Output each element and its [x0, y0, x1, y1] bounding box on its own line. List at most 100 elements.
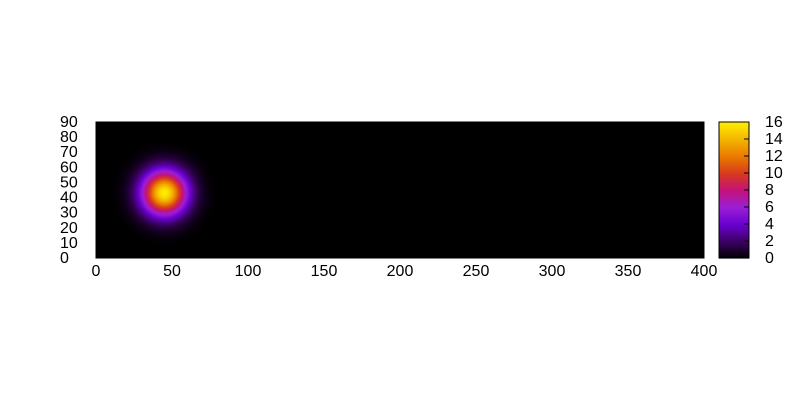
colorbar-slice [719, 158, 749, 160]
colorbar-slice [719, 189, 749, 191]
colorbar-slice [719, 149, 749, 151]
colorbar-slice [719, 123, 749, 125]
colorbar-slice [719, 242, 749, 244]
colorbar-slice [719, 208, 749, 210]
colorbar-slice [719, 237, 749, 239]
colorbar-slice [719, 245, 749, 247]
colorbar-slice [719, 187, 749, 189]
colorbar-slice [719, 213, 749, 215]
colorbar-slice [719, 138, 749, 140]
colorbar-slice [719, 185, 749, 187]
colorbar-slice [719, 153, 749, 155]
colorbar-slice [719, 201, 749, 203]
colorbar-slice [719, 177, 749, 179]
colorbar-slice [719, 146, 749, 148]
colorbar-slice [719, 169, 749, 171]
x-tick-label: 400 [691, 263, 718, 280]
colorbar-tick-label: 16 [765, 114, 783, 131]
colorbar-slice [719, 214, 749, 216]
colorbar-slice [719, 170, 749, 172]
colorbar-slice [719, 147, 749, 149]
colorbar-slice [719, 221, 749, 223]
colorbar-slice [719, 234, 749, 236]
colorbar-slice [719, 209, 749, 211]
colorbar-slice [719, 126, 749, 128]
colorbar-slice [719, 231, 749, 233]
colorbar-tick-label: 12 [765, 148, 783, 165]
colorbar-slice [719, 135, 749, 137]
x-axis: 0 50 100 150 200 250 300 350 400 [92, 122, 718, 280]
colorbar-slice [719, 226, 749, 228]
colorbar-slice [719, 207, 749, 209]
y-tick-label: 0 [60, 250, 69, 267]
colorbar-slice [719, 255, 749, 257]
y-tick-label: 70 [60, 144, 78, 161]
colorbar-slice [719, 168, 749, 170]
x-tick-label: 150 [311, 263, 338, 280]
colorbar-slice [719, 195, 749, 197]
colorbar-slice [719, 238, 749, 240]
colorbar-slice [719, 161, 749, 163]
colorbar-slice [719, 131, 749, 133]
colorbar-slice [719, 144, 749, 146]
colorbar-slice [719, 143, 749, 145]
colorbar-tick-label: 10 [765, 165, 783, 182]
y-tick-label: 80 [60, 129, 78, 146]
colorbar-slice [719, 190, 749, 192]
colorbar-slice [719, 160, 749, 162]
y-tick-label: 40 [60, 190, 78, 207]
colorbar-slice [719, 216, 749, 218]
colorbar-slice [719, 206, 749, 208]
y-tick-label: 50 [60, 174, 78, 191]
colorbar-slice [719, 125, 749, 127]
colorbar-slice [719, 246, 749, 248]
colorbar-slice [719, 222, 749, 224]
colorbar-slice [719, 196, 749, 198]
colorbar-slice [719, 191, 749, 193]
colorbar-slice [719, 248, 749, 250]
colorbar-slice [719, 251, 749, 253]
y-tick-label: 90 [60, 114, 78, 131]
colorbar-slice [719, 124, 749, 126]
colorbar-slice [719, 164, 749, 166]
colorbar-slice [719, 210, 749, 212]
colorbar-tick-label: 4 [765, 216, 774, 233]
colorbar-slice [719, 148, 749, 150]
colorbar-slice [719, 175, 749, 177]
colorbar-slice [719, 128, 749, 130]
x-tick-label: 350 [615, 263, 642, 280]
colorbar-slice [719, 228, 749, 230]
colorbar-slice [719, 172, 749, 174]
colorbar-slice [719, 122, 749, 124]
colorbar-slice [719, 142, 749, 144]
colorbar-slice [719, 230, 749, 232]
colorbar-slice [719, 167, 749, 169]
colorbar-slice [719, 152, 749, 154]
colorbar-slice [719, 225, 749, 227]
y-tick-label: 60 [60, 159, 78, 176]
colorbar-slice [719, 150, 749, 152]
colorbar-slice [719, 233, 749, 235]
colorbar-slice [719, 178, 749, 180]
colorbar-slice [719, 250, 749, 252]
colorbar-slice [719, 194, 749, 196]
y-tick-label: 30 [60, 205, 78, 222]
x-tick-label: 300 [539, 263, 566, 280]
colorbar-slice [719, 137, 749, 139]
colorbar-slice [719, 212, 749, 214]
colorbar-slice [719, 179, 749, 181]
colorbar-slice [719, 219, 749, 221]
colorbar-slice [719, 200, 749, 202]
colorbar-slice [719, 243, 749, 245]
colorbar-tick-label: 6 [765, 199, 774, 216]
colorbar-slice [719, 184, 749, 186]
colorbar-slice [719, 197, 749, 199]
colorbar-slice [719, 249, 749, 251]
colorbar-slice [719, 204, 749, 206]
colorbar-slice [719, 156, 749, 158]
colorbar-slice [719, 256, 749, 258]
colorbar-slice [719, 181, 749, 183]
colorbar-tick-label: 0 [765, 250, 774, 267]
